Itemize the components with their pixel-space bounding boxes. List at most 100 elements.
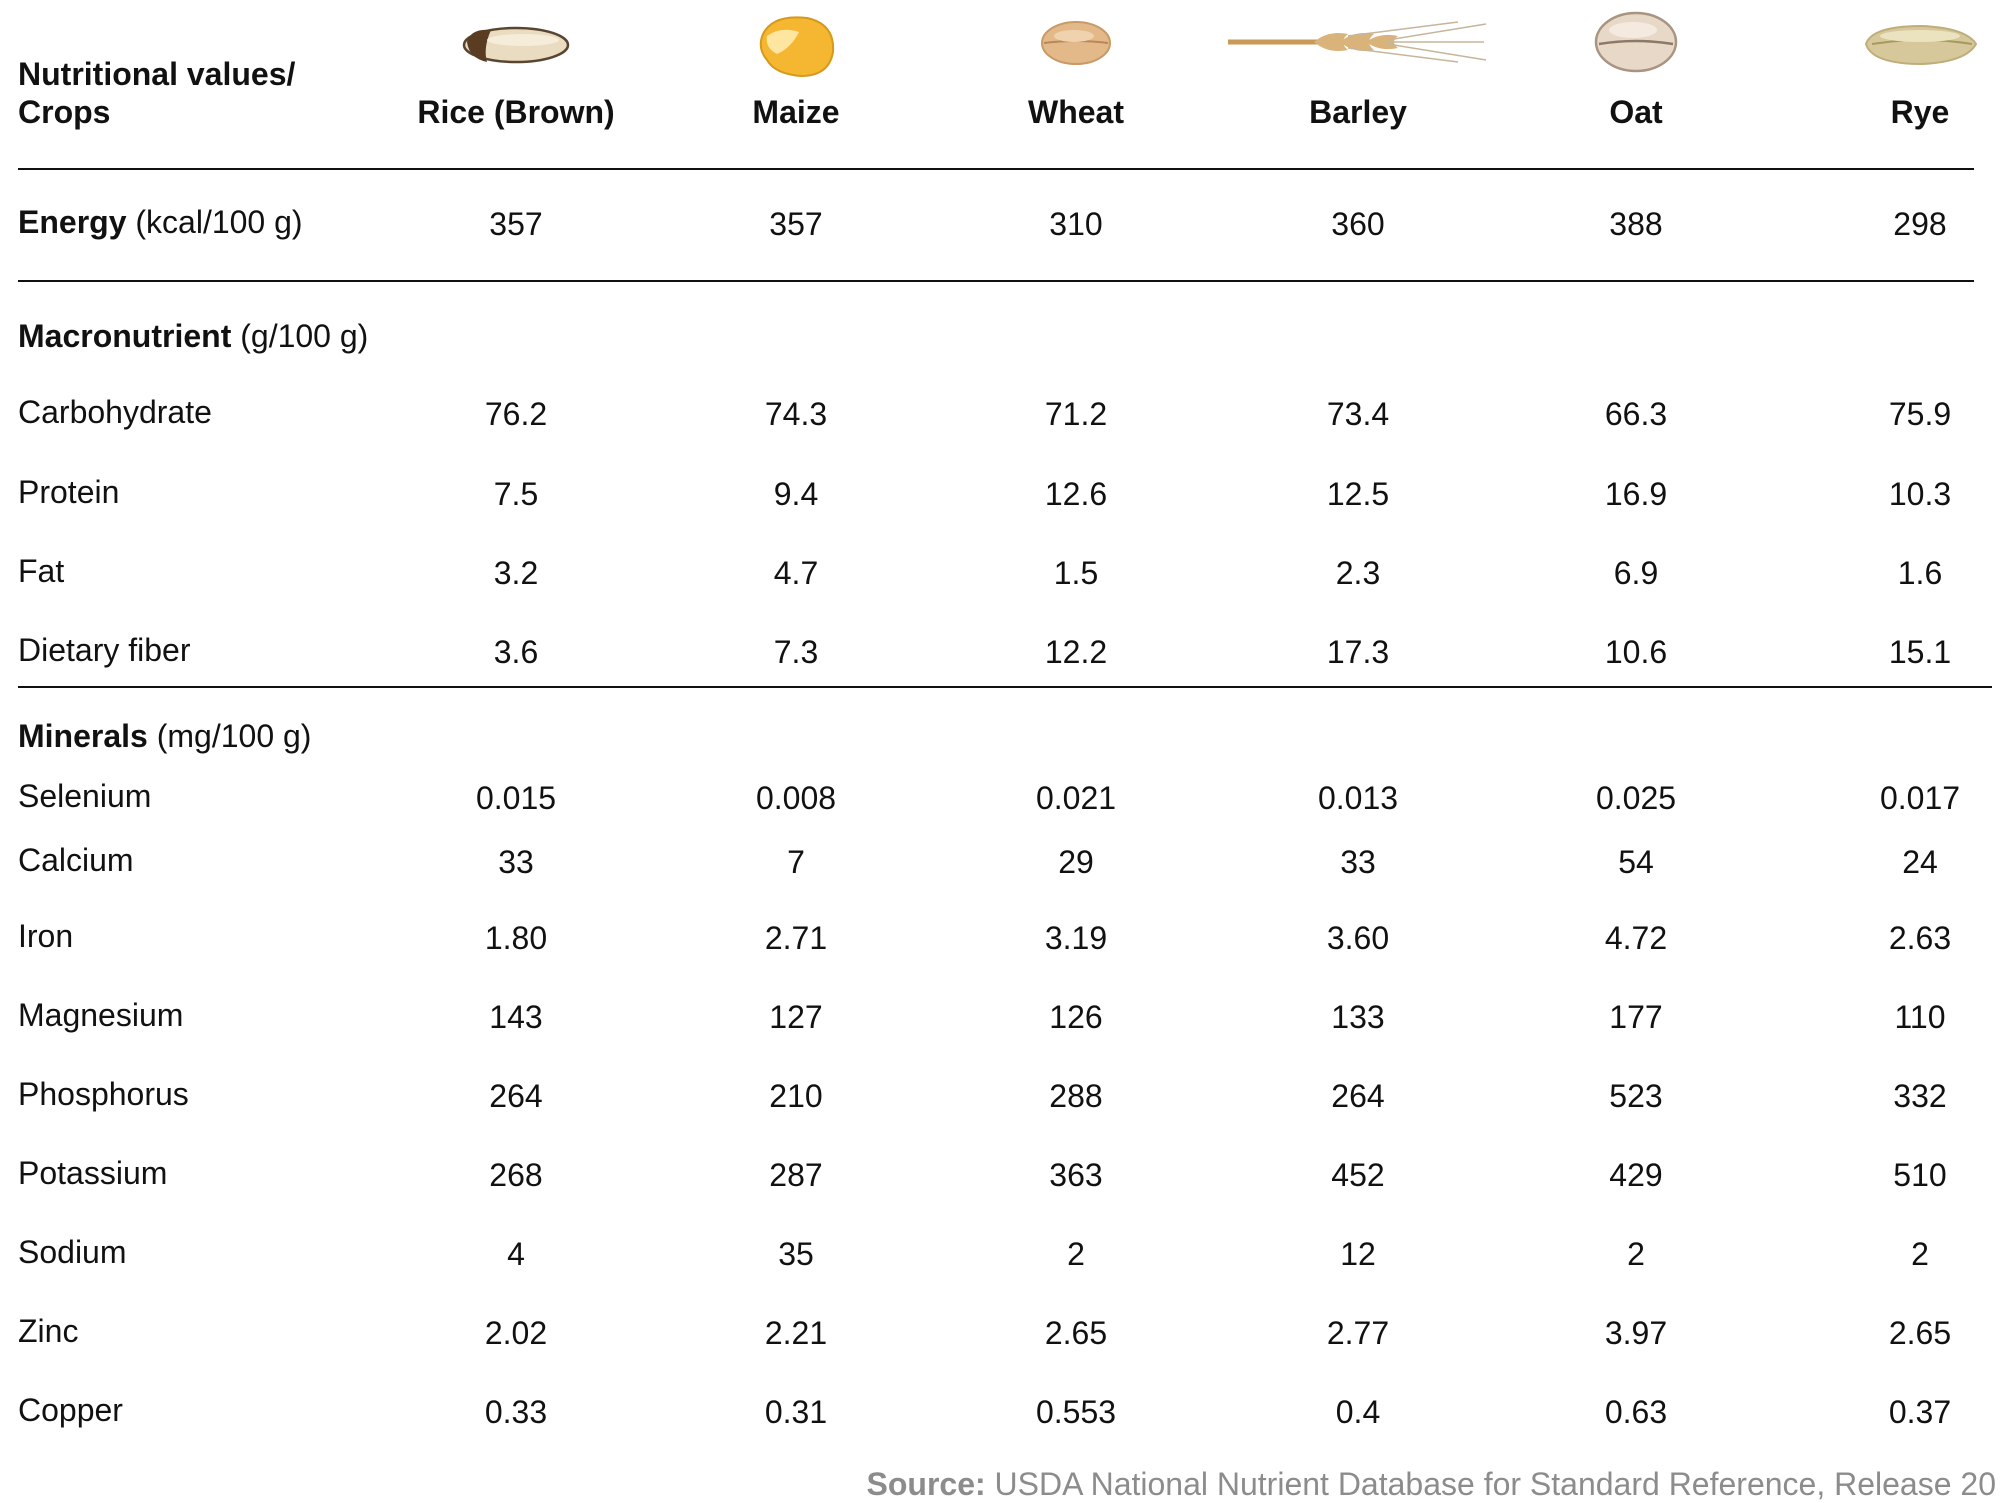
crop-header-maize: Maize [752,94,840,130]
mineral-row-label: Iron [18,918,74,954]
energy-value: 310 [1049,206,1103,242]
macronutrient-value-cell: 71.2 [1044,396,1108,432]
macronutrient-row-label: Fat [18,553,65,589]
macronutrient-value-cell: 10.3 [1888,476,1952,512]
mineral-value-cell: 2.02 [484,1315,548,1351]
energy-value: 388 [1609,206,1663,242]
energy-value: 360 [1331,206,1385,242]
mineral-value-cell: 523 [1609,1078,1663,1114]
minerals-label-name: Minerals [18,718,148,754]
mineral-value-cell: 2.63 [1888,920,1952,956]
macronutrient-value-cell: 12.5 [1326,476,1390,512]
mineral-value-cell: 4.72 [1604,920,1668,956]
mineral-value-cell: 24 [1902,844,1938,880]
mineral-value-cell: 143 [489,999,543,1035]
mineral-value-cell: 429 [1609,1157,1663,1193]
source-text: USDA National Nutrient Database for Stan… [994,1466,1996,1502]
mineral-value-cell: 33 [498,844,534,880]
maize-kernel-icon [753,14,839,83]
header-label-line2: Crops [18,94,111,130]
mineral-value-cell: 0.4 [1335,1394,1381,1430]
mineral-value-cell: 4 [507,1236,525,1272]
mineral-value-cell: 452 [1331,1157,1385,1193]
mineral-value-cell: 35 [778,1236,814,1272]
mineral-value-cell: 12 [1340,1236,1376,1272]
barley-ear-icon [1228,20,1488,69]
mineral-value-cell: 127 [769,999,823,1035]
minerals-label-unit: (mg/100 g) [156,718,312,754]
mineral-value-cell: 0.017 [1879,780,1961,816]
macronutrient-row-label: Protein [18,474,120,510]
energy-value: 357 [489,206,543,242]
mineral-value-cell: 3.19 [1044,920,1108,956]
macronutrient-label-unit: (g/100 g) [240,318,369,354]
mineral-value-cell: 126 [1049,999,1103,1035]
mineral-value-cell: 210 [769,1078,823,1114]
mineral-value-cell: 0.021 [1035,780,1117,816]
rice-grain-icon [461,22,571,73]
minerals-section-heading: Minerals (mg/100 g) [18,716,311,756]
mineral-value-cell: 0.013 [1317,780,1399,816]
mineral-value-cell: 7 [787,844,805,880]
oat-grain-icon [1593,10,1679,79]
mineral-row-label: Phosphorus [18,1076,189,1112]
mineral-value-cell: 264 [1331,1078,1385,1114]
macronutrient-value-cell: 15.1 [1888,634,1952,670]
mineral-value-cell: 510 [1893,1157,1947,1193]
energy-value: 298 [1893,206,1947,242]
mineral-value-cell: 3.97 [1604,1315,1668,1351]
macronutrient-value-cell: 74.3 [764,396,828,432]
header-label-line1: Nutritional values/ [18,56,296,92]
source-note: Source: USDA National Nutrient Database … [867,1466,1996,1503]
mineral-value-cell: 287 [769,1157,823,1193]
mineral-row-label: Magnesium [18,997,184,1033]
macronutrient-value-cell: 10.6 [1604,634,1668,670]
macronutrient-value-cell: 16.9 [1604,476,1668,512]
mineral-row-label: Selenium [18,778,152,814]
mineral-value-cell: 0.37 [1888,1394,1952,1430]
macronutrient-value-cell: 73.4 [1326,396,1390,432]
macronutrient-value-cell: 12.2 [1044,634,1108,670]
crop-header-barley: Barley [1309,94,1407,130]
mineral-value-cell: 29 [1058,844,1094,880]
mineral-value-cell: 2.65 [1044,1315,1108,1351]
header-divider [18,168,1974,170]
macronutrient-value-cell: 3.2 [493,555,539,591]
mineral-value-cell: 3.60 [1326,920,1390,956]
macronutrient-value-cell: 6.9 [1613,555,1659,591]
macronutrient-label-name: Macronutrient [18,318,232,354]
macronutrient-value-cell: 3.6 [493,634,539,670]
mineral-value-cell: 0.025 [1595,780,1677,816]
mineral-value-cell: 54 [1618,844,1654,880]
crop-header-rye: Rye [1890,94,1950,130]
wheat-grain-icon [1038,18,1114,73]
mineral-value-cell: 0.33 [484,1394,548,1430]
crop-header-rice: Rice (Brown) [417,94,615,130]
macronutrient-section-heading: Macronutrient (g/100 g) [18,316,368,356]
mineral-value-cell: 2.71 [764,920,828,956]
macronutrient-value-cell: 12.6 [1044,476,1108,512]
mineral-value-cell: 177 [1609,999,1663,1035]
mineral-value-cell: 110 [1894,999,1946,1035]
macronutrient-value-cell: 1.5 [1053,555,1099,591]
macronutrient-row-label: Dietary fiber [18,632,191,668]
mineral-value-cell: 2 [1067,1236,1085,1272]
energy-label: Energy (kcal/100 g) [18,202,303,242]
mineral-value-cell: 0.63 [1604,1394,1668,1430]
mineral-row-label: Potassium [18,1155,168,1191]
mineral-value-cell: 2.65 [1888,1315,1952,1351]
mineral-value-cell: 0.015 [475,780,557,816]
mineral-value-cell: 0.31 [764,1394,828,1430]
energy-label-unit: (kcal/100 g) [135,204,303,240]
mineral-value-cell: 268 [489,1157,543,1193]
mineral-row-label: Copper [18,1392,123,1428]
mineral-value-cell: 2.21 [764,1315,828,1351]
macronutrient-row-label: Carbohydrate [18,394,212,430]
mineral-value-cell: 288 [1049,1078,1103,1114]
macronutrient-value-cell: 7.5 [493,476,539,512]
rye-grain-icon [1862,20,1978,73]
macronutrient-value-cell: 76.2 [484,396,548,432]
source-label: Source: [866,1466,986,1502]
macronutrient-divider [18,686,1992,688]
macronutrient-value-cell: 9.4 [773,476,819,512]
